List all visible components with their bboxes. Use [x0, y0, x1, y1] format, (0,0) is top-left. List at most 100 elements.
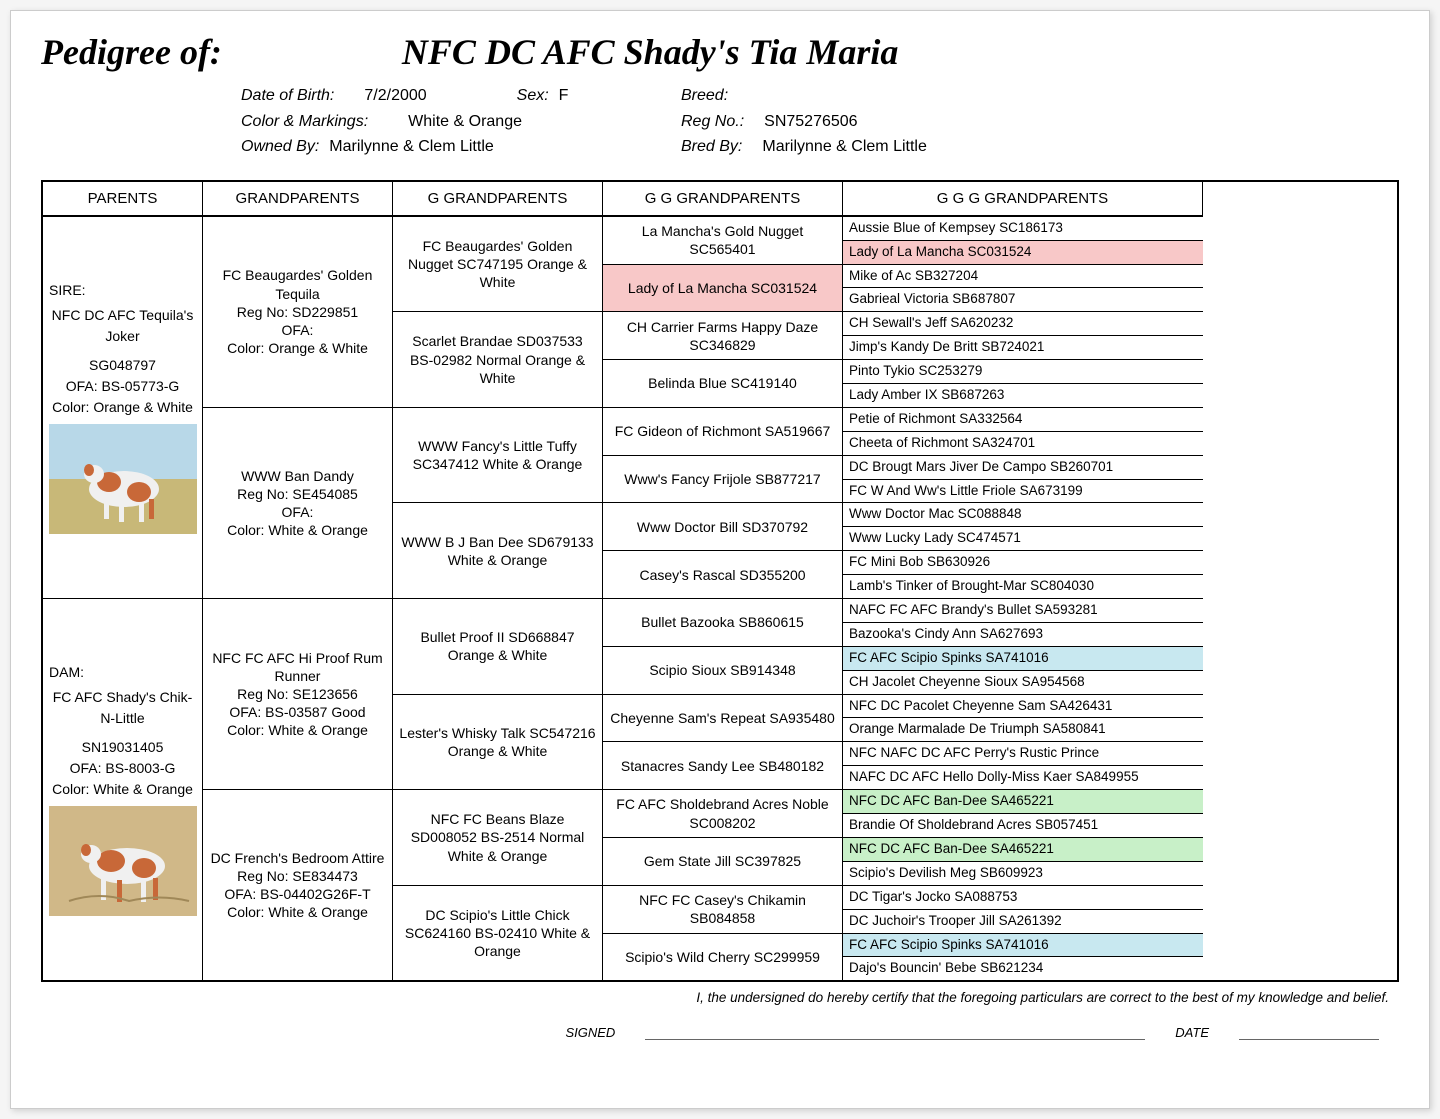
gp-ofa: OFA: BS-04402G26F-T: [209, 885, 386, 903]
gp-name: WWW Ban Dandy: [209, 467, 386, 485]
regno-label: Reg No.:: [681, 109, 744, 135]
gggrandparent-cell: Www's Fancy Frijole SB877217: [603, 456, 842, 504]
col-header-ggrandparents: G GRANDPARENTS: [393, 182, 603, 217]
sire-body: NFC DC AFC Tequila's Joker SG048797 OFA:…: [49, 305, 196, 418]
signed-label: SIGNED: [565, 1025, 615, 1040]
gggrandparent-cell: Cheyenne Sam's Repeat SA935480: [603, 695, 842, 743]
ggggrandparent-cell: Orange Marmalade De Triumph SA580841: [843, 718, 1203, 742]
header-row: Pedigree of: NFC DC AFC Shady's Tia Mari…: [41, 31, 1399, 73]
gggrandparent-cell: Bullet Bazooka SB860615: [603, 599, 842, 647]
ggggrandparent-cell: FC Mini Bob SB630926: [843, 551, 1203, 575]
ggggrandparent-cell: Petie of Richmont SA332564: [843, 408, 1203, 432]
breed-label: Breed:: [681, 83, 728, 109]
gp-color: Color: White & Orange: [209, 903, 386, 921]
ggggrandparent-cell: NAFC FC AFC Brandy's Bullet SA593281: [843, 599, 1203, 623]
info-block: Date of Birth: 7/2/2000 Sex: F Breed: Co…: [241, 83, 1399, 160]
gp-ofa: OFA: BS-03587 Good: [209, 703, 386, 721]
ggggrandparent-cell: Pinto Tykio SC253279: [843, 360, 1203, 384]
ggggrandparent-cell: Www Doctor Mac SC088848: [843, 503, 1203, 527]
color-label: Color & Markings:: [241, 109, 368, 135]
dam-ofa: OFA: BS-8003-G: [49, 758, 196, 779]
ggggrandparent-cell: NFC DC AFC Ban-Dee SA465221: [843, 790, 1203, 814]
ggggrandparent-cell: NFC DC AFC Ban-Dee SA465221: [843, 838, 1203, 862]
owned-value: Marilynne & Clem Little: [329, 134, 494, 160]
ggrandparent-cell: NFC FC Beans Blaze SD008052 BS-2514 Norm…: [393, 790, 602, 886]
ggrandparent-cell: WWW B J Ban Dee SD679133 White & Orange: [393, 503, 602, 599]
ggggrandparent-cell: Dajo's Bouncin' Bebe SB621234: [843, 957, 1203, 980]
ggrandparent-cell: FC Beaugardes' Golden Nugget SC747195 Or…: [393, 217, 602, 313]
signed-line: [645, 1039, 1145, 1040]
col-header-ggggrandparents: G G G GRANDPARENTS: [843, 182, 1203, 217]
gggrandparent-cell: Www Doctor Bill SD370792: [603, 503, 842, 551]
ggggrandparent-cell: CH Jacolet Cheyenne Sioux SA954568: [843, 671, 1203, 695]
dog-name: NFC DC AFC Shady's Tia Maria: [402, 31, 898, 73]
dam-body: FC AFC Shady's Chik-N-Little SN19031405 …: [49, 687, 196, 800]
sire-ofa: OFA: BS-05773-G: [49, 376, 196, 397]
ggggrandparent-cell: Aussie Blue of Kempsey SC186173: [843, 217, 1203, 241]
ggrandparent-cell: WWW Fancy's Little Tuffy SC347412 White …: [393, 408, 602, 504]
ggrandparent-cell: Scarlet Brandae SD037533 BS-02982 Normal…: [393, 312, 602, 408]
ggggrandparent-cell: Lady Amber IX SB687263: [843, 384, 1203, 408]
ggggrandparent-cell: Scipio's Devilish Meg SB609923: [843, 862, 1203, 886]
bred-label: Bred By:: [681, 134, 742, 160]
pedigree-table: PARENTS GRANDPARENTS G GRANDPARENTS G G …: [41, 180, 1399, 983]
col-gggrandparents: La Mancha's Gold Nugget SC565401Lady of …: [603, 217, 843, 981]
ggggrandparent-cell: NAFC DC AFC Hello Dolly-Miss Kaer SA8499…: [843, 766, 1203, 790]
info-dob-row: Date of Birth: 7/2/2000 Sex: F: [241, 83, 661, 109]
ggggrandparent-cell: FC AFC Scipio Spinks SA741016: [843, 647, 1203, 671]
gggrandparent-cell: FC Gideon of Richmont SA519667: [603, 408, 842, 456]
gggrandparent-cell: Scipio's Wild Cherry SC299959: [603, 934, 842, 981]
gp-name: NFC FC AFC Hi Proof Rum Runner: [209, 649, 386, 685]
dam-color: Color: White & Orange: [49, 779, 196, 800]
ggggrandparent-cell: FC W And Ww's Little Friole SA673199: [843, 480, 1203, 504]
dob-label: Date of Birth:: [241, 83, 334, 109]
gggrandparent-cell: Stanacres Sandy Lee SB480182: [603, 742, 842, 790]
date-line: [1239, 1039, 1379, 1040]
signature-row: SIGNED DATE: [41, 1025, 1399, 1040]
info-color-row: Color & Markings: White & Orange: [241, 109, 661, 135]
ggrandparent-cell: Bullet Proof II SD668847 Orange & White: [393, 599, 602, 695]
ggggrandparent-cell: Www Lucky Lady SC474571: [843, 527, 1203, 551]
gggrandparent-cell: CH Carrier Farms Happy Daze SC346829: [603, 312, 842, 360]
dam-image: [49, 806, 197, 916]
sex-value: F: [559, 83, 569, 109]
ggrandparent-cell: DC Scipio's Little Chick SC624160 BS-024…: [393, 886, 602, 981]
pedigree-of-label: Pedigree of:: [41, 31, 222, 73]
sire-color: Color: Orange & White: [49, 397, 196, 418]
sire-name: NFC DC AFC Tequila's Joker: [49, 305, 196, 347]
dob-value: 7/2/2000: [364, 83, 426, 109]
ggrandparent-cell: Lester's Whisky Talk SC547216 Orange & W…: [393, 695, 602, 791]
col-header-gggrandparents: G G GRANDPARENTS: [603, 182, 843, 217]
sire-label: SIRE:: [49, 281, 196, 299]
grandparent-cell: DC French's Bedroom Attire Reg No: SE834…: [203, 790, 392, 980]
sire-image: [49, 424, 197, 534]
ggggrandparent-cell: Cheeta of Richmont SA324701: [843, 432, 1203, 456]
pedigree-page: Pedigree of: NFC DC AFC Shady's Tia Mari…: [10, 10, 1430, 1109]
ggggrandparent-cell: Brandie Of Sholdebrand Acres SB057451: [843, 814, 1203, 838]
gggrandparent-cell: Casey's Rascal SD355200: [603, 551, 842, 599]
gggrandparent-cell: Belinda Blue SC419140: [603, 360, 842, 408]
gggrandparent-cell: Lady of La Mancha SC031524: [603, 265, 842, 313]
ggggrandparent-cell: DC Tigar's Jocko SA088753: [843, 886, 1203, 910]
gggrandparent-cell: La Mancha's Gold Nugget SC565401: [603, 217, 842, 265]
gp-reg: Reg No: SD229851: [209, 303, 386, 321]
gp-name: FC Beaugardes' Golden Tequila: [209, 266, 386, 302]
ggggrandparent-cell: NFC NAFC DC AFC Perry's Rustic Prince: [843, 742, 1203, 766]
col-ggggrandparents: Aussie Blue of Kempsey SC186173Lady of L…: [843, 217, 1203, 981]
gggrandparent-cell: NFC FC Casey's Chikamin SB084858: [603, 886, 842, 934]
ggggrandparent-cell: Lamb's Tinker of Brought-Mar SC804030: [843, 575, 1203, 599]
gp-reg: Reg No: SE123656: [209, 685, 386, 703]
date-label: DATE: [1175, 1025, 1209, 1040]
gp-color: Color: Orange & White: [209, 339, 386, 357]
ggggrandparent-cell: DC Juchoir's Trooper Jill SA261392: [843, 910, 1203, 934]
gp-color: Color: White & Orange: [209, 521, 386, 539]
dam-reg: SN19031405: [49, 737, 196, 758]
gggrandparent-cell: FC AFC Sholdebrand Acres Noble SC008202: [603, 790, 842, 838]
sex-label: Sex:: [517, 83, 549, 109]
gp-reg: Reg No: SE454085: [209, 485, 386, 503]
gggrandparent-cell: Scipio Sioux SB914348: [603, 647, 842, 695]
dam-cell: DAM: FC AFC Shady's Chik-N-Little SN1903…: [43, 599, 202, 980]
gp-color: Color: White & Orange: [209, 721, 386, 739]
grandparent-cell: NFC FC AFC Hi Proof Rum Runner Reg No: S…: [203, 599, 392, 790]
ggggrandparent-cell: Gabrieal Victoria SB687807: [843, 288, 1203, 312]
